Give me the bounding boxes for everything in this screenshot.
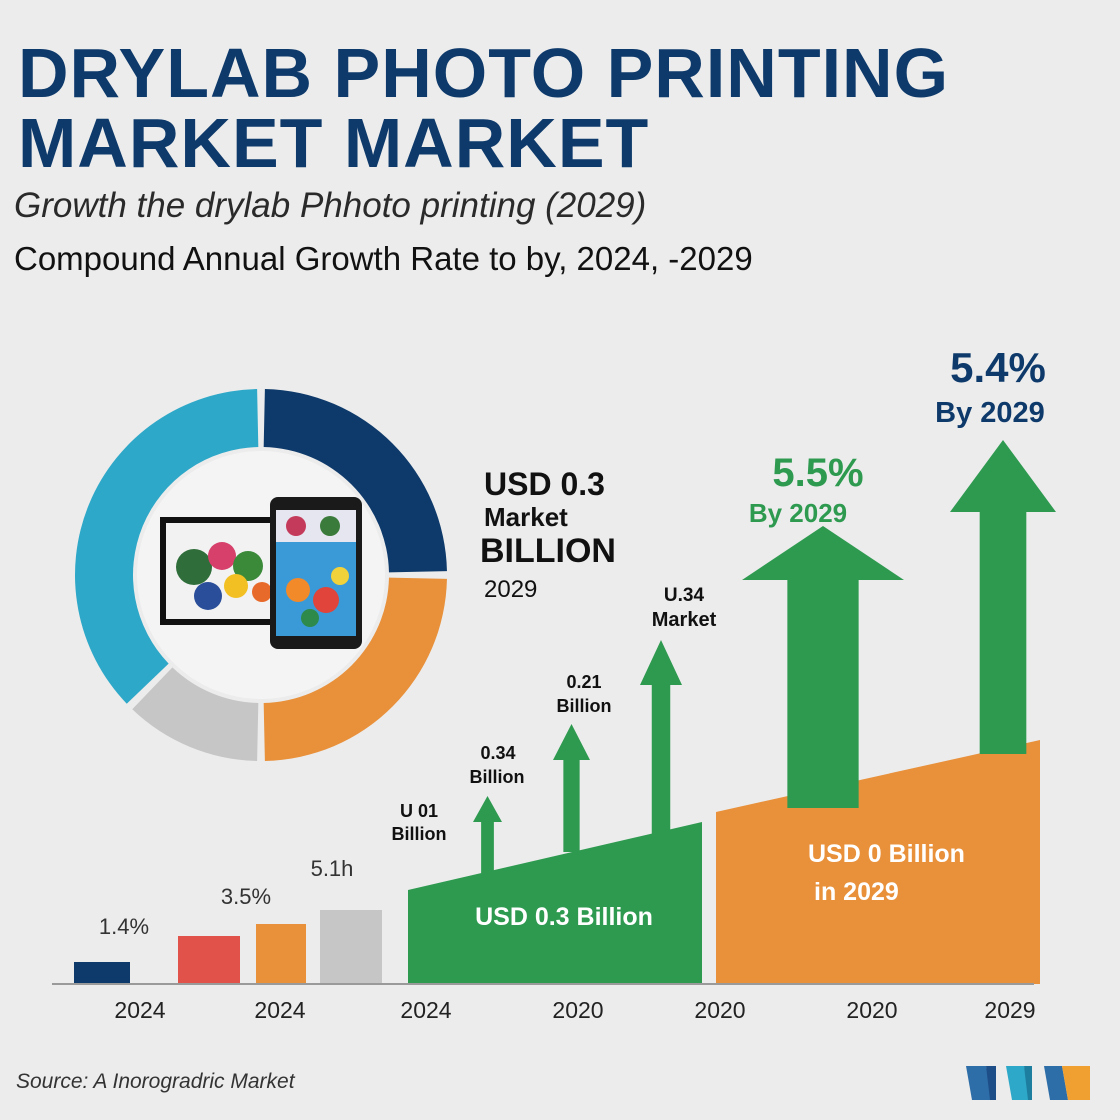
centre-market-callout: USD 0.3 Market BILLION 2029 xyxy=(480,466,616,610)
arrow-label: By 2029 xyxy=(749,498,847,528)
green-area-label: USD 0.3 Billion xyxy=(475,903,653,931)
arrow-label: Billion xyxy=(470,767,525,787)
arrow-label: 0.34 xyxy=(480,743,515,763)
donut-segment xyxy=(263,577,447,761)
photo-devices-illustration xyxy=(160,497,362,649)
x-tick-label: 2029 xyxy=(984,997,1035,1023)
callout-line-4: 2029 xyxy=(484,576,538,603)
green-area xyxy=(408,822,702,984)
arrow-label: By 2029 xyxy=(935,397,1045,429)
bar-series: 1.4% 3.5% 5.1h xyxy=(74,856,382,984)
callout-line-3: BILLION xyxy=(480,532,616,570)
growth-arrow xyxy=(742,526,904,808)
donut-segment xyxy=(132,667,259,761)
x-tick-label: 2024 xyxy=(114,997,165,1023)
source-note: Source: A Inorogradric Market xyxy=(16,1070,295,1093)
small-bar-label: 3.5% xyxy=(221,884,271,909)
growth-arrow xyxy=(950,440,1056,754)
arrow-label: Market xyxy=(652,609,717,631)
small-bar xyxy=(256,924,306,984)
orange-area-label: in 2029 xyxy=(814,878,899,906)
small-bar-label: 5.1h xyxy=(311,856,354,881)
callout-line-1: USD 0.3 xyxy=(484,466,605,502)
data-labels: U 01 Billion 0.34 Billion 0.21 Billion U.34 Mar… xyxy=(392,344,1046,844)
brand-logo xyxy=(966,1066,1090,1100)
callout-line-2: Market xyxy=(484,502,568,532)
arrow-label: 5.4% xyxy=(950,344,1046,391)
title-line-1: DRYLAB PHOTO PRINTING xyxy=(18,34,950,112)
small-bar-label: 1.4% xyxy=(99,914,149,939)
small-bar xyxy=(74,962,130,984)
x-tick-label: 2020 xyxy=(694,997,745,1023)
x-tick-label: 2024 xyxy=(400,997,451,1023)
subtitle: Growth the drylab Phhoto printing (2029) xyxy=(14,186,647,225)
donut-segment xyxy=(74,389,259,704)
orange-area-label: USD 0 Billion xyxy=(808,840,965,868)
arrow-label: 5.5% xyxy=(772,451,863,495)
x-axis-tick-labels: 2024 2024 2024 2020 2020 2020 2029 xyxy=(114,997,1035,1023)
subtitle-cagr: Compound Annual Growth Rate to by, 2024,… xyxy=(14,240,753,277)
donut-segment xyxy=(263,389,447,573)
small-bar xyxy=(320,910,382,984)
growth-arrow xyxy=(640,640,682,836)
small-bar xyxy=(178,936,240,984)
arrow-label: Billion xyxy=(557,696,612,716)
x-tick-label: 2020 xyxy=(846,997,897,1023)
page-title: DRYLAB PHOTO PRINTING MARKET MARKET xyxy=(18,38,1108,178)
arrow-series xyxy=(473,440,1056,873)
arrow-label: U.34 xyxy=(664,585,705,606)
arrow-label: Billion xyxy=(392,824,447,844)
x-tick-label: 2024 xyxy=(254,997,305,1023)
growth-arrow xyxy=(553,724,590,852)
x-tick-label: 2020 xyxy=(552,997,603,1023)
arrow-label: 0.21 xyxy=(566,672,601,692)
growth-arrow xyxy=(473,796,502,873)
title-line-2: MARKET MARKET xyxy=(18,104,650,182)
arrow-label: U 01 xyxy=(400,801,438,821)
